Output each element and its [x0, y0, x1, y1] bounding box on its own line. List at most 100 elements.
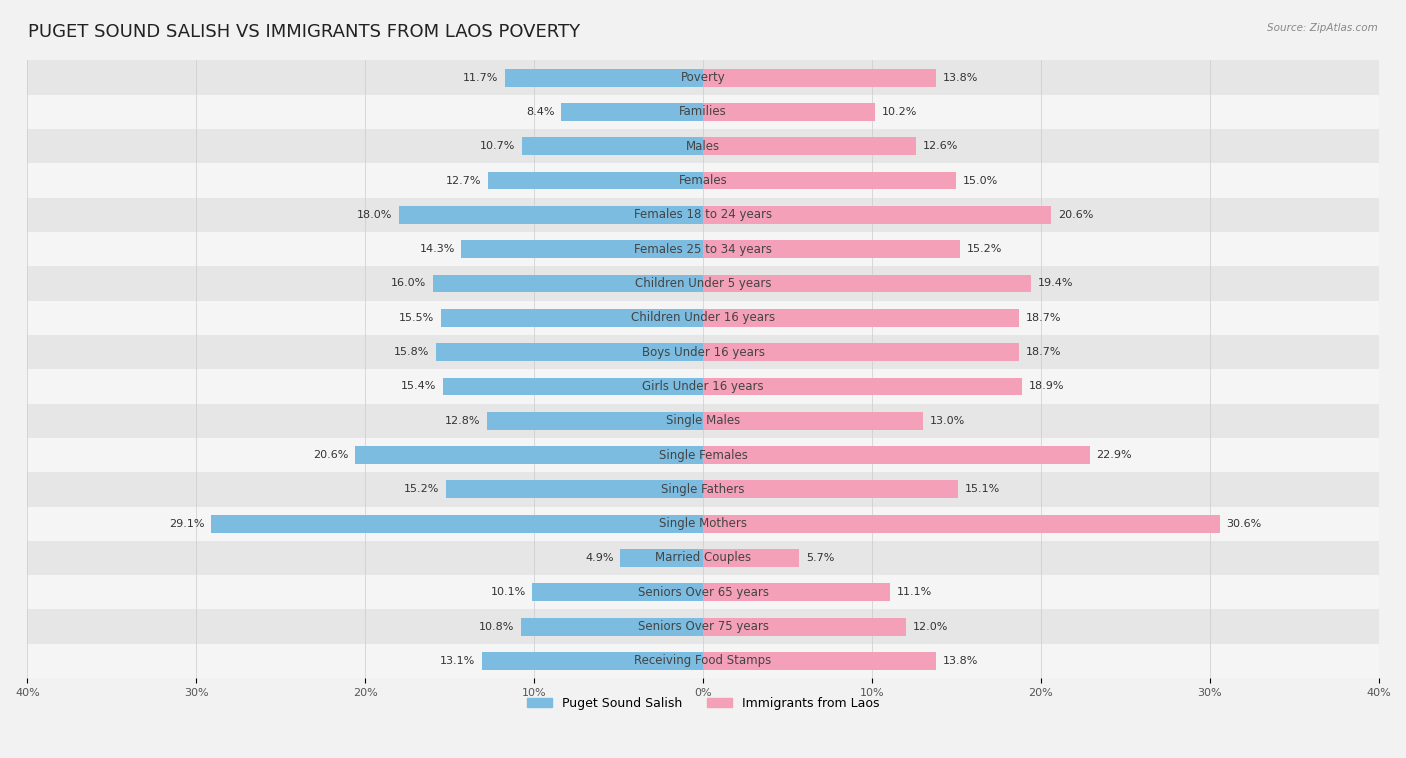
Bar — [703, 412, 922, 430]
Text: 12.7%: 12.7% — [446, 176, 482, 186]
Bar — [27, 644, 1379, 678]
Text: Seniors Over 75 years: Seniors Over 75 years — [637, 620, 769, 633]
Bar — [27, 129, 1379, 164]
Text: 30.6%: 30.6% — [1226, 518, 1261, 528]
Text: 20.6%: 20.6% — [314, 450, 349, 460]
Bar — [703, 515, 1220, 533]
Bar — [533, 584, 703, 601]
Text: 12.0%: 12.0% — [912, 622, 948, 631]
Text: 15.0%: 15.0% — [963, 176, 998, 186]
Text: Single Mothers: Single Mothers — [659, 517, 747, 530]
Bar — [399, 206, 703, 224]
Text: Single Males: Single Males — [666, 414, 740, 428]
Legend: Puget Sound Salish, Immigrants from Laos: Puget Sound Salish, Immigrants from Laos — [522, 692, 884, 715]
Bar — [703, 240, 960, 258]
Bar — [703, 343, 1019, 361]
Text: 11.1%: 11.1% — [897, 587, 932, 597]
Bar — [482, 652, 703, 670]
Bar — [27, 232, 1379, 266]
Bar — [703, 274, 1031, 293]
Bar — [433, 274, 703, 293]
Bar — [486, 412, 703, 430]
Text: 18.9%: 18.9% — [1029, 381, 1064, 391]
Bar — [620, 549, 703, 567]
Text: 15.2%: 15.2% — [404, 484, 440, 494]
Bar — [703, 206, 1050, 224]
Bar — [27, 301, 1379, 335]
Bar — [703, 137, 915, 155]
Text: Boys Under 16 years: Boys Under 16 years — [641, 346, 765, 359]
Bar — [27, 369, 1379, 403]
Text: 12.8%: 12.8% — [444, 415, 479, 426]
Bar — [703, 377, 1022, 396]
Text: 15.2%: 15.2% — [966, 244, 1002, 254]
Text: 15.5%: 15.5% — [399, 313, 434, 323]
Text: Females 25 to 34 years: Females 25 to 34 years — [634, 243, 772, 255]
Bar — [703, 618, 905, 635]
Bar — [27, 335, 1379, 369]
Bar — [522, 137, 703, 155]
Text: Children Under 5 years: Children Under 5 years — [634, 277, 772, 290]
Bar — [703, 446, 1090, 464]
Text: Families: Families — [679, 105, 727, 118]
Text: 14.3%: 14.3% — [419, 244, 454, 254]
Text: 13.1%: 13.1% — [440, 656, 475, 666]
Text: 15.1%: 15.1% — [965, 484, 1000, 494]
Text: 18.7%: 18.7% — [1025, 313, 1062, 323]
Bar — [27, 575, 1379, 609]
Text: 5.7%: 5.7% — [806, 553, 834, 563]
Bar — [27, 472, 1379, 506]
Text: Females 18 to 24 years: Females 18 to 24 years — [634, 208, 772, 221]
Text: Married Couples: Married Couples — [655, 552, 751, 565]
Text: Seniors Over 65 years: Seniors Over 65 years — [637, 586, 769, 599]
Text: 20.6%: 20.6% — [1057, 210, 1092, 220]
Text: Single Females: Single Females — [658, 449, 748, 462]
Bar — [27, 506, 1379, 540]
Bar — [27, 540, 1379, 575]
Bar — [436, 343, 703, 361]
Bar — [356, 446, 703, 464]
Text: 10.7%: 10.7% — [479, 141, 516, 152]
Bar — [703, 481, 957, 498]
Text: 13.8%: 13.8% — [943, 73, 979, 83]
Text: 18.7%: 18.7% — [1025, 347, 1062, 357]
Bar — [441, 309, 703, 327]
Text: Poverty: Poverty — [681, 71, 725, 84]
Bar — [703, 171, 956, 190]
Bar — [27, 266, 1379, 301]
Text: 29.1%: 29.1% — [169, 518, 205, 528]
Text: Single Fathers: Single Fathers — [661, 483, 745, 496]
Text: 10.2%: 10.2% — [882, 107, 918, 117]
Bar — [703, 103, 876, 121]
Text: PUGET SOUND SALISH VS IMMIGRANTS FROM LAOS POVERTY: PUGET SOUND SALISH VS IMMIGRANTS FROM LA… — [28, 23, 581, 41]
Text: 11.7%: 11.7% — [463, 73, 499, 83]
Text: Males: Males — [686, 139, 720, 153]
Text: 12.6%: 12.6% — [922, 141, 957, 152]
Bar — [27, 609, 1379, 644]
Bar — [703, 584, 890, 601]
Bar — [703, 309, 1019, 327]
Bar — [446, 481, 703, 498]
Text: 13.0%: 13.0% — [929, 415, 965, 426]
Text: 18.0%: 18.0% — [357, 210, 392, 220]
Text: 15.8%: 15.8% — [394, 347, 429, 357]
Text: 4.9%: 4.9% — [585, 553, 613, 563]
Bar — [27, 61, 1379, 95]
Bar — [520, 618, 703, 635]
Bar — [211, 515, 703, 533]
Text: 16.0%: 16.0% — [391, 278, 426, 289]
Bar — [561, 103, 703, 121]
Text: 13.8%: 13.8% — [943, 656, 979, 666]
Text: 19.4%: 19.4% — [1038, 278, 1073, 289]
Bar — [443, 377, 703, 396]
Text: 15.4%: 15.4% — [401, 381, 436, 391]
Text: Girls Under 16 years: Girls Under 16 years — [643, 380, 763, 393]
Text: Source: ZipAtlas.com: Source: ZipAtlas.com — [1267, 23, 1378, 33]
Text: 10.1%: 10.1% — [491, 587, 526, 597]
Text: 22.9%: 22.9% — [1097, 450, 1132, 460]
Bar — [27, 438, 1379, 472]
Text: Receiving Food Stamps: Receiving Food Stamps — [634, 654, 772, 667]
Bar — [27, 198, 1379, 232]
Text: 8.4%: 8.4% — [526, 107, 554, 117]
Bar — [461, 240, 703, 258]
